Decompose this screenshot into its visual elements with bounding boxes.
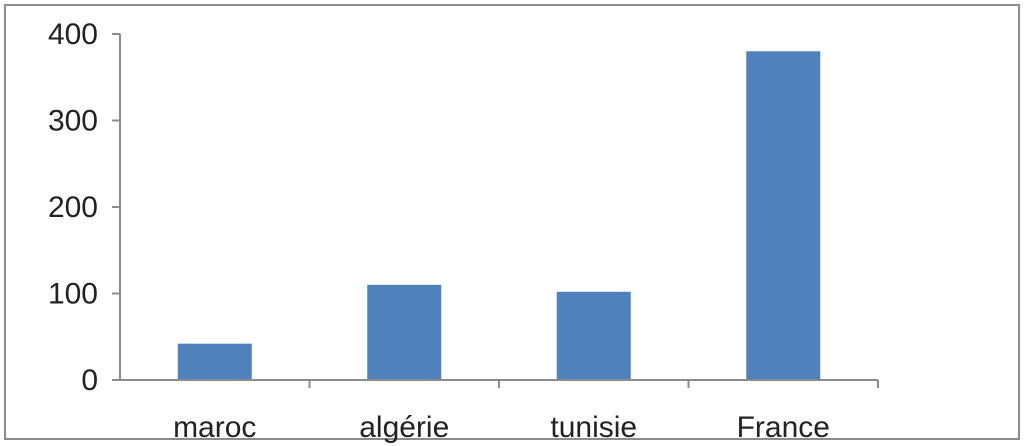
y-tick-label: 300 <box>48 105 98 138</box>
y-tick-label: 100 <box>48 278 98 311</box>
x-tick-label: tunisie <box>550 411 637 444</box>
y-tick-label: 0 <box>81 364 98 397</box>
bar-0 <box>177 343 252 380</box>
bar-2 <box>556 291 631 380</box>
bars-layer <box>177 51 821 381</box>
bar-1 <box>367 284 442 380</box>
chart-frame <box>4 4 1020 440</box>
bar-3 <box>746 51 821 381</box>
x-tick-label: maroc <box>173 411 256 444</box>
y-tick-label: 200 <box>48 191 98 224</box>
y-tick-label: 400 <box>48 18 98 51</box>
x-tick-label: algérie <box>359 411 449 444</box>
axes-layer <box>112 33 879 388</box>
labels-layer: 0 100 200 300 400 maroc algérie tunisie France <box>48 18 830 444</box>
x-tick-label: France <box>737 411 830 444</box>
